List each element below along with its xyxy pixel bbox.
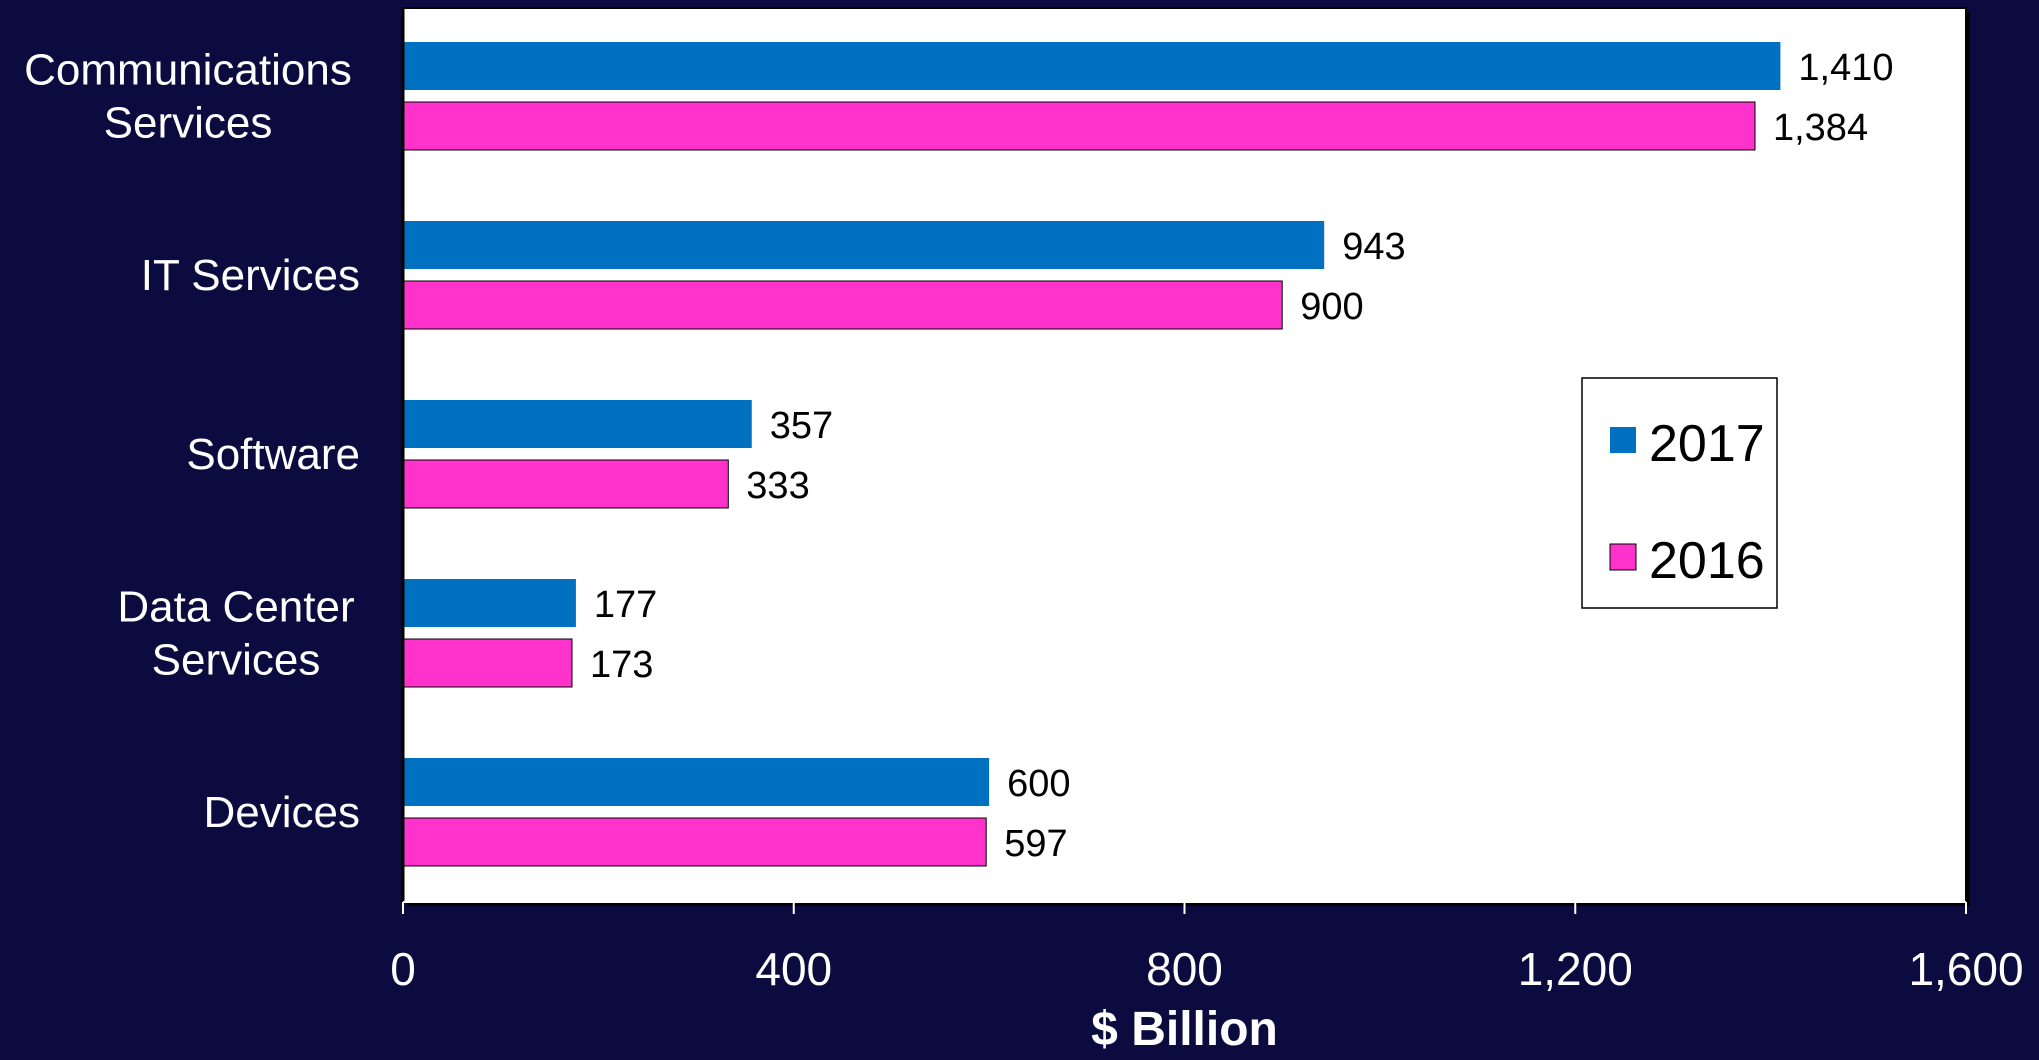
bars-group [402, 42, 1781, 867]
data-label-2017-1: 943 [1342, 226, 1405, 268]
data-label-2016-0: 1,384 [1773, 107, 1868, 149]
data-labels-group: 1,410 1,384 943 900 357 333 177 173 600 597 [590, 47, 1893, 865]
bar-2016-0 [402, 101, 1756, 151]
bar-2016-2 [402, 459, 729, 509]
bar-2016-3 [402, 638, 573, 688]
data-label-2017-2: 357 [770, 405, 833, 447]
legend-label-2016: 2016 [1649, 532, 1765, 590]
legend-box [1581, 377, 1778, 609]
bar-2016-4 [402, 817, 987, 867]
bar-2017-1 [403, 221, 1325, 269]
data-label-2017-3: 177 [594, 584, 657, 626]
bar-2016-1 [402, 280, 1283, 330]
data-label-2017-4: 600 [1007, 763, 1070, 805]
x-tick-label-3: 1,200 [1518, 943, 1633, 995]
legend-swatch-2017 [1610, 427, 1636, 453]
category-label-line: Devices [204, 788, 361, 837]
legend: 2017 2016 [1581, 377, 1778, 609]
data-label-2016-1: 900 [1300, 286, 1363, 328]
bar-2017-2 [403, 400, 752, 448]
x-tick-label-4: 1,600 [1908, 943, 2023, 995]
data-label-2017-0: 1,410 [1798, 47, 1893, 89]
x-axis: 0 400 800 1,200 1,600 $ Billion [390, 8, 2024, 1056]
category-label-line: IT Services [141, 251, 360, 300]
x-axis-title: $ Billion [1091, 1003, 1278, 1055]
category-label-line: Software [186, 430, 360, 479]
category-label-4: Devices [204, 788, 361, 837]
category-label-line: Data Center [117, 583, 354, 632]
data-label-2016-4: 597 [1004, 823, 1067, 865]
x-tick-label-1: 400 [755, 943, 832, 995]
data-label-2016-3: 173 [590, 644, 653, 686]
x-tick-label-0: 0 [390, 943, 416, 995]
category-label-line: Communications [24, 46, 352, 95]
data-label-2016-2: 333 [746, 465, 809, 507]
x-tick-label-2: 800 [1146, 943, 1223, 995]
category-label-3: Data Center Services [117, 583, 354, 685]
legend-label-2017: 2017 [1649, 415, 1765, 473]
category-label-1: IT Services [141, 251, 360, 300]
bar-2017-3 [403, 579, 576, 627]
category-label-line: Services [104, 99, 273, 148]
bar-2017-0 [403, 42, 1781, 90]
legend-swatch-2016 [1609, 543, 1637, 571]
category-label-line: Services [152, 636, 321, 685]
category-label-2: Software [186, 430, 360, 479]
category-label-0: Communications Services [24, 46, 352, 148]
bar-2017-4 [403, 758, 990, 806]
